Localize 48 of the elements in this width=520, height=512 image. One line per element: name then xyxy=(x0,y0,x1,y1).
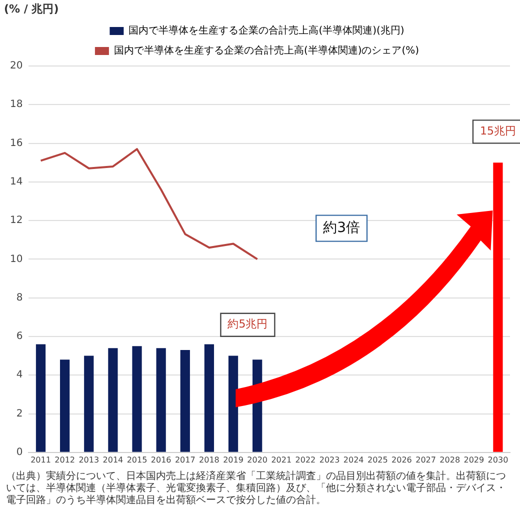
x-tick-label: 2030 xyxy=(488,455,508,464)
bar xyxy=(180,350,190,452)
x-tick-label: 2029 xyxy=(464,455,484,464)
bar xyxy=(36,344,46,452)
y-tick-label: 6 xyxy=(16,331,23,342)
legend-label: 国内で半導体を生産する企業の合計売上高(半導体関連)(兆円) xyxy=(128,24,404,37)
x-tick-label: 2019 xyxy=(223,455,244,464)
x-tick-label: 2024 xyxy=(343,455,364,464)
text: （出典）実績分について、日本国内売上は経済産業省「工業統計調査」の品目別出荷額の値を集計。出荷額については、半導体関連（半導体素子、光電変換素子、集積回路）及び、「他に分類されない電子部品・デバイス・電子回路」のうち半導体関連品目を出荷額ベースで按分した値の合計。 xyxy=(5,470,507,508)
bar xyxy=(228,356,238,452)
x-tick-label: 2020 xyxy=(247,455,268,464)
x-tick-label: 2028 xyxy=(440,455,460,464)
x-tick-label: 2026 xyxy=(392,455,412,464)
x-tick-label: 2017 xyxy=(174,455,196,464)
legend-label: 国内で半導体を生産する企業の合計売上高(半導体関連)のシェア(%) xyxy=(114,44,420,57)
y-tick-label: 20 xyxy=(10,60,23,72)
x-tick-label: 2018 xyxy=(199,455,220,464)
x-tick-label: 2025 xyxy=(367,455,388,464)
bar xyxy=(108,348,118,452)
x-tick-label: 2014 xyxy=(102,455,124,464)
x-tick-label: 2022 xyxy=(295,455,316,464)
annotation: 約3倍 xyxy=(323,220,360,236)
y-tick-label: 0 xyxy=(16,446,23,458)
x-tick-label: 2013 xyxy=(78,455,100,464)
y-tick-label: 8 xyxy=(16,292,23,304)
bar xyxy=(204,344,214,452)
x-tick-label: 2011 xyxy=(30,455,51,464)
bar xyxy=(60,360,70,452)
y-tick-label: 2 xyxy=(16,408,23,420)
y-tick-label: 14 xyxy=(10,176,23,188)
y-tick-label: 4 xyxy=(16,370,23,381)
bar xyxy=(493,162,503,452)
y-tick-label: 12 xyxy=(10,215,23,226)
x-tick-label: 2015 xyxy=(126,455,148,464)
bar xyxy=(84,356,94,452)
y-axis-title: (% / 兆円) xyxy=(4,2,59,16)
y-tick-label: 18 xyxy=(10,99,23,110)
annotation: 約5兆円 xyxy=(228,318,268,331)
x-tick-label: 2016 xyxy=(150,455,172,464)
x-tick-label: 2021 xyxy=(271,455,292,464)
x-tick-label: 2023 xyxy=(319,455,340,464)
bar xyxy=(132,346,142,452)
bar xyxy=(156,348,166,452)
x-tick-label: 2027 xyxy=(416,455,436,464)
x-tick-label: 2012 xyxy=(54,455,75,464)
y-tick-label: 16 xyxy=(10,138,23,149)
annotation: 15兆円 xyxy=(480,124,516,138)
y-tick-label: 10 xyxy=(10,254,23,265)
